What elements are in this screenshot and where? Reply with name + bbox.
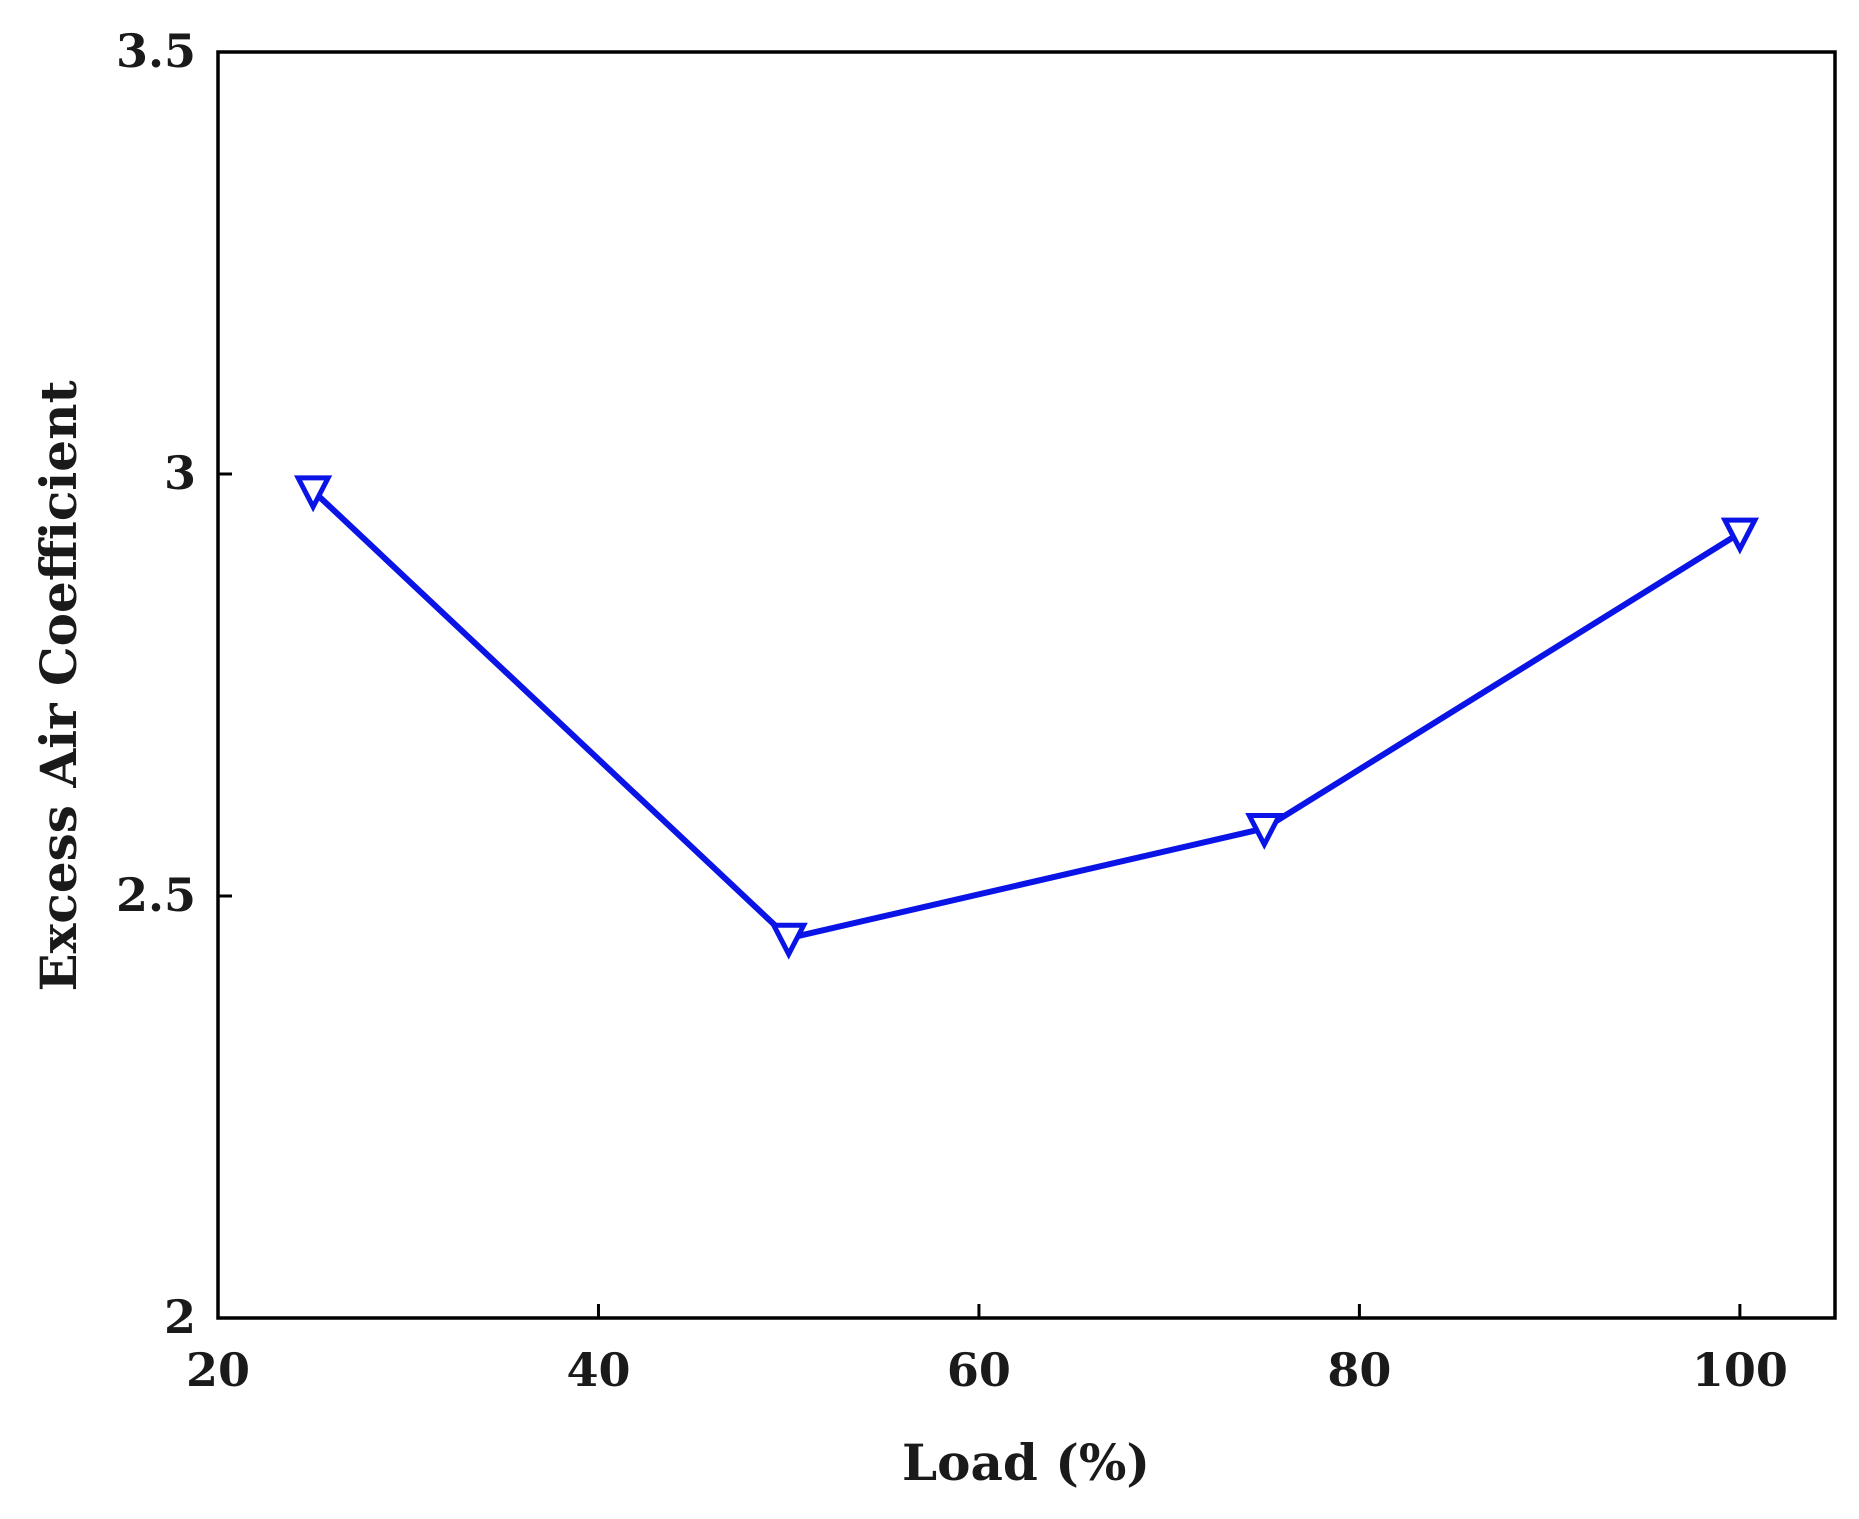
- data-point-marker: [1720, 517, 1759, 555]
- y-tick-label: 3.5: [116, 24, 196, 78]
- plot-frame: [216, 50, 1837, 1320]
- x-tick-label: 100: [1692, 1343, 1788, 1397]
- x-tick-label: 20: [186, 1343, 250, 1397]
- x-axis-ticks: 20 40 60 80 100: [186, 1304, 1788, 1397]
- data-point-marker: [294, 475, 333, 513]
- x-tick-label: 80: [1327, 1343, 1391, 1397]
- y-axis-title: Excess Air Coefficient: [29, 380, 88, 991]
- data-point-marker: [769, 922, 808, 960]
- x-tick-label: 40: [566, 1343, 630, 1397]
- y-tick-label: 2.5: [116, 868, 196, 922]
- y-tick-label: 3: [164, 446, 196, 500]
- data-point-marker: [1245, 812, 1284, 850]
- x-axis-title: Load (%): [902, 1433, 1150, 1492]
- x-tick-label: 60: [947, 1343, 1011, 1397]
- y-axis-ticks: 2 2.5 3 3.5: [116, 24, 232, 1344]
- y-tick-label: 2: [164, 1290, 196, 1344]
- series-line: [310, 487, 1743, 942]
- series-layer: [294, 475, 1759, 960]
